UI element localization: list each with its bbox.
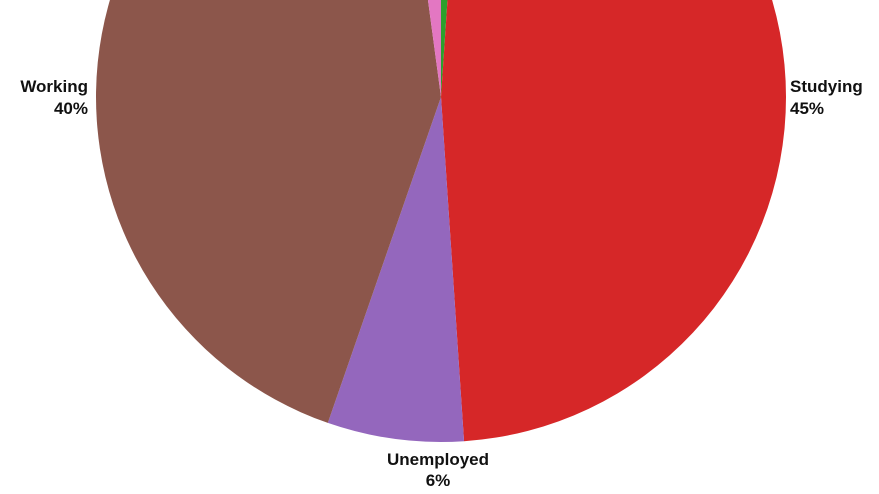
pie-slice-0 [441, 0, 448, 97]
pie-slice-working [96, 0, 441, 423]
slice-percent-studying: 45% [790, 99, 824, 118]
pie-slices [96, 0, 787, 443]
pie-slice-unemployed [327, 97, 465, 443]
slice-percent-working: 40% [54, 99, 88, 118]
slice-percent-unemployed: 6% [426, 471, 451, 490]
pie-labels: Studying 45% Unemployed 6% Working 40% [20, 77, 862, 490]
slice-label-unemployed: Unemployed [387, 450, 489, 469]
slice-label-working: Working [20, 77, 88, 96]
pie-slice-studying [441, 0, 787, 442]
pie-slice-4 [427, 0, 441, 97]
slice-label-studying: Studying [790, 77, 863, 96]
